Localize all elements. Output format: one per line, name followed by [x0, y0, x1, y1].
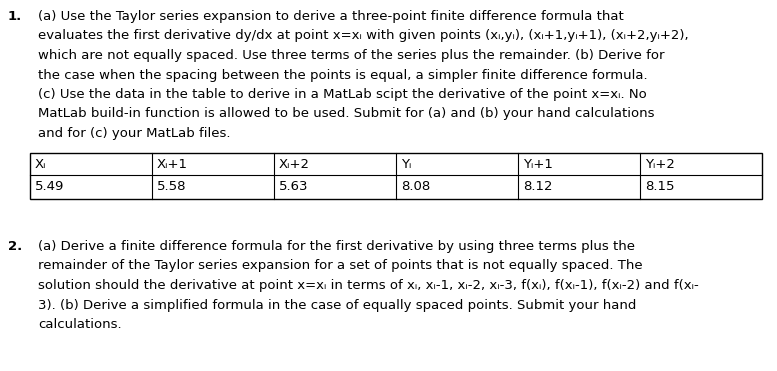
- Text: and for (c) your MatLab files.: and for (c) your MatLab files.: [38, 127, 231, 140]
- Text: (a) Derive a finite difference formula for the first derivative by using three t: (a) Derive a finite difference formula f…: [38, 240, 635, 253]
- Text: remainder of the Taylor series expansion for a set of points that is not equally: remainder of the Taylor series expansion…: [38, 259, 643, 273]
- Text: 1.: 1.: [8, 10, 23, 23]
- Text: evaluates the first derivative dy/dx at point x=xᵢ with given points (xᵢ,yᵢ), (x: evaluates the first derivative dy/dx at …: [38, 30, 688, 43]
- Text: MatLab build-in function is allowed to be used. Submit for (a) and (b) your hand: MatLab build-in function is allowed to b…: [38, 108, 654, 121]
- Text: Yᵢ: Yᵢ: [401, 158, 411, 171]
- Text: 5.58: 5.58: [157, 181, 186, 194]
- Text: 8.15: 8.15: [645, 181, 674, 194]
- Bar: [30, 153, 762, 199]
- Text: 3). (b) Derive a simplified formula in the case of equally spaced points. Submit: 3). (b) Derive a simplified formula in t…: [38, 299, 636, 312]
- Text: 5.49: 5.49: [35, 181, 64, 194]
- Text: 8.12: 8.12: [523, 181, 552, 194]
- Text: 5.63: 5.63: [279, 181, 308, 194]
- Text: solution should the derivative at point x=xᵢ in terms of xᵢ, xᵢ-1, xᵢ-2, xᵢ-3, f: solution should the derivative at point …: [38, 279, 699, 292]
- Text: which are not equally spaced. Use three terms of the series plus the remainder. : which are not equally spaced. Use three …: [38, 49, 664, 62]
- Text: Yᵢ+2: Yᵢ+2: [645, 158, 675, 171]
- Text: 8.08: 8.08: [401, 181, 430, 194]
- Text: (c) Use the data in the table to derive in a MatLab scipt the derivative of the : (c) Use the data in the table to derive …: [38, 88, 646, 101]
- Text: 2.: 2.: [8, 240, 23, 253]
- Text: (a) Use the Taylor series expansion to derive a three-point finite difference fo: (a) Use the Taylor series expansion to d…: [38, 10, 624, 23]
- Text: Xᵢ+2: Xᵢ+2: [279, 158, 310, 171]
- Text: Xᵢ: Xᵢ: [35, 158, 47, 171]
- Text: Xᵢ+1: Xᵢ+1: [157, 158, 188, 171]
- Text: Yᵢ+1: Yᵢ+1: [523, 158, 553, 171]
- Text: calculations.: calculations.: [38, 318, 122, 331]
- Text: the case when the spacing between the points is equal, a simpler finite differen: the case when the spacing between the po…: [38, 69, 647, 82]
